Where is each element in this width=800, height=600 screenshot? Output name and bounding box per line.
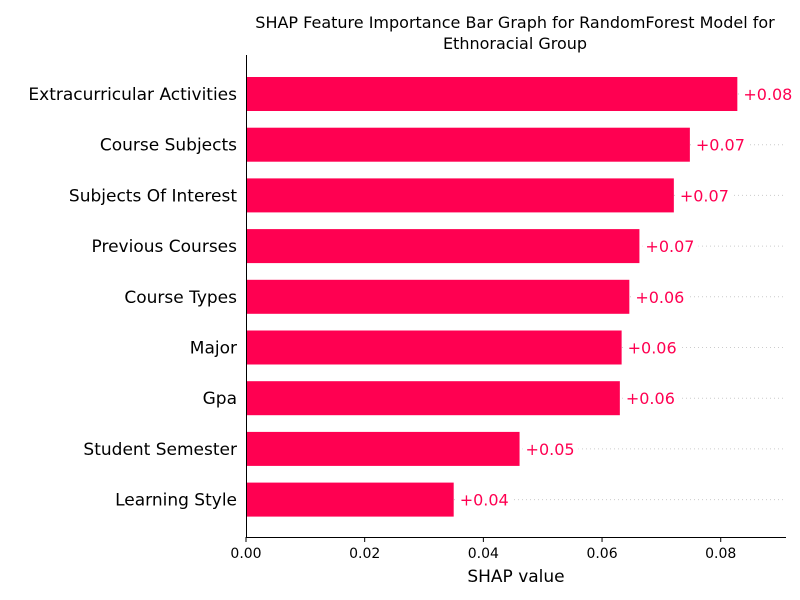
value-label: +0.06: [628, 339, 677, 358]
x-tick-label: 0.06: [586, 546, 617, 562]
x-tick-label: 0.00: [230, 546, 261, 562]
value-label-background: [456, 488, 513, 511]
bar-learning-style: [246, 482, 454, 517]
y-tick-label: Learning Style: [115, 491, 237, 511]
x-tick-label: 0.02: [349, 546, 380, 562]
y-tick-label: Subjects Of Interest: [69, 186, 237, 206]
bar-gpa: [246, 381, 620, 416]
x-tick-label: 0.04: [468, 546, 499, 562]
x-axis-ticks: 0.00 0.02 0.04 0.06 0.08: [230, 537, 736, 562]
value-label-background: [740, 83, 797, 105]
bar-previous-courses: [246, 229, 640, 264]
chart-title-line-1: SHAP Feature Importance Bar Graph for Ra…: [255, 13, 775, 32]
value-label: +0.04: [460, 491, 509, 510]
bar-major: [246, 330, 622, 365]
value-label: +0.07: [696, 136, 745, 155]
value-label-background: [676, 184, 733, 207]
value-label: +0.07: [645, 237, 694, 256]
value-label-background: [692, 133, 749, 156]
y-tick-label: Course Types: [124, 288, 237, 308]
y-tick-label: Major: [190, 339, 237, 359]
bar-extracurricular-activities: [246, 77, 738, 111]
x-axis-label: SHAP value: [467, 567, 564, 587]
y-tick-label: Extracurricular Activities: [28, 85, 237, 105]
bar-course-types: [246, 279, 630, 314]
bar-student-semester: [246, 431, 520, 466]
x-tick-label: 0.08: [705, 546, 736, 562]
value-label-background: [522, 437, 579, 460]
value-label: +0.07: [680, 186, 729, 205]
value-label-background: [622, 387, 679, 410]
value-labels-group: +0.08 +0.07 +0.07 +0.07 +0.06 +0.06 +0.06 +0.05…: [456, 83, 797, 511]
value-label: +0.06: [626, 389, 675, 408]
value-label-background: [632, 285, 689, 308]
y-tick-label: Gpa: [203, 389, 237, 409]
y-tick-label: Previous Courses: [92, 237, 238, 257]
y-tick-label: Student Semester: [83, 440, 237, 460]
bars-group: [246, 77, 738, 517]
y-tick-label: Course Subjects: [100, 136, 237, 156]
value-label: +0.08: [743, 85, 792, 104]
bar-course-subjects: [246, 127, 690, 162]
value-label: +0.06: [635, 288, 684, 307]
y-axis-labels: Extracurricular Activities Course Subject…: [28, 85, 237, 511]
value-label-background: [624, 336, 681, 359]
bar-subjects-of-interest: [246, 178, 674, 213]
value-label: +0.05: [526, 440, 575, 459]
chart-title-line-2: Ethnoracial Group: [443, 34, 587, 53]
value-label-background: [642, 235, 699, 258]
